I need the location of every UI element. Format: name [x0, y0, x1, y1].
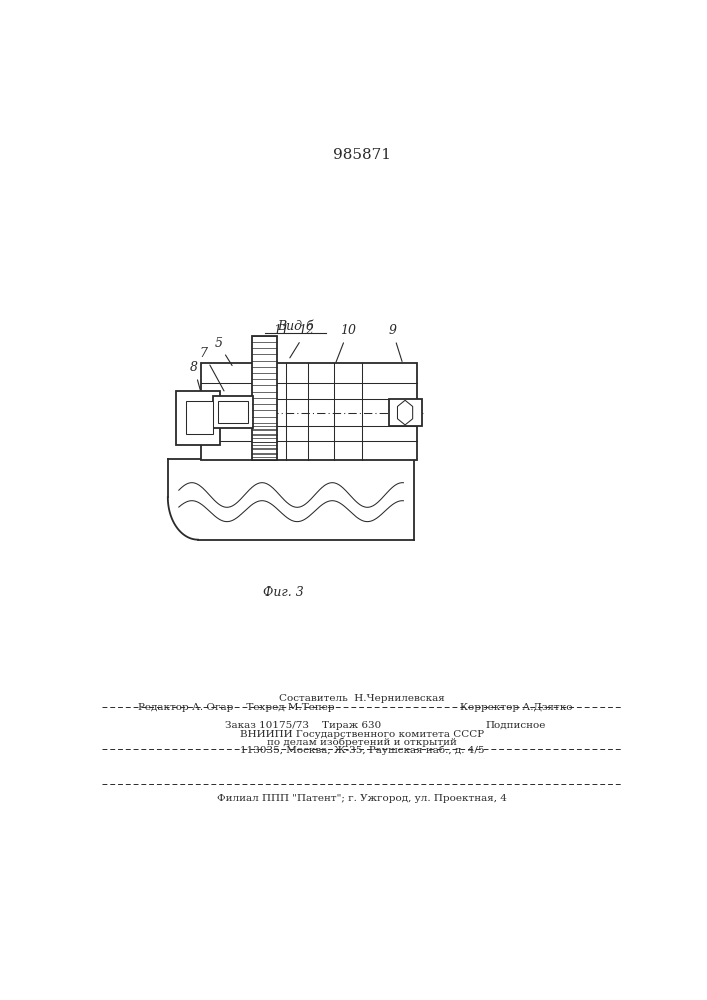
Text: 5: 5 [214, 337, 232, 366]
Bar [214, 396, 253, 428]
Text: 9: 9 [388, 324, 402, 361]
Bar [389, 399, 421, 426]
Text: 7: 7 [199, 347, 224, 391]
Bar [252, 336, 277, 460]
Text: ВНИИПИ Государственного комитета СССР: ВНИИПИ Государственного комитета СССР [240, 730, 484, 739]
Text: Редактор А. Огар    Техред М.Тепер: Редактор А. Огар Техред М.Тепер [138, 703, 334, 712]
Text: Корректор А.Дзятко: Корректор А.Дзятко [460, 703, 572, 712]
Text: Фиг. 3: Фиг. 3 [262, 586, 303, 599]
Bar [186, 401, 214, 434]
Text: 12: 12 [290, 324, 315, 358]
Text: Филиал ППП "Патент"; г. Ужгород, ул. Проектная, 4: Филиал ППП "Патент"; г. Ужгород, ул. Про… [217, 794, 508, 803]
Text: 113035, Москва, Ж-35, Раушская наб., д. 4/5: 113035, Москва, Ж-35, Раушская наб., д. … [240, 745, 484, 755]
Text: 10: 10 [336, 324, 356, 362]
Text: Составитель  Н.Чернилевская: Составитель Н.Чернилевская [279, 694, 445, 703]
Text: 985871: 985871 [333, 148, 392, 162]
Text: Подписное: Подписное [486, 721, 546, 730]
Bar [176, 391, 220, 445]
Text: 8: 8 [190, 361, 206, 408]
Bar [218, 401, 248, 423]
Text: Вид б: Вид б [277, 320, 314, 333]
Polygon shape [168, 459, 414, 540]
Bar [201, 363, 417, 460]
Text: по делам изобретений и открытий: по делам изобретений и открытий [267, 738, 457, 747]
Polygon shape [397, 400, 413, 425]
Text: Заказ 10175/73    Тираж 630: Заказ 10175/73 Тираж 630 [226, 721, 382, 730]
Text: 11: 11 [266, 324, 289, 343]
